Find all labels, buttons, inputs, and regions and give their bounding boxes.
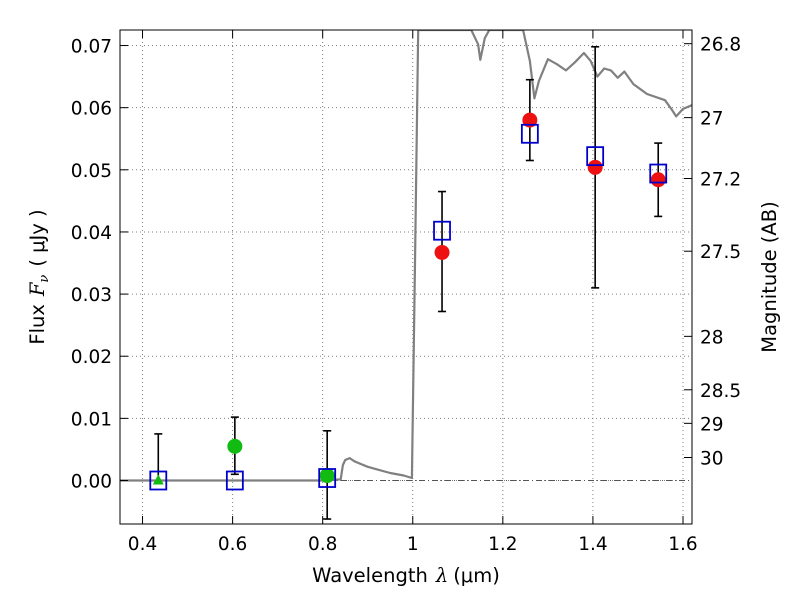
y-tick-label: 0.04 [71, 223, 112, 244]
model-point [649, 163, 668, 184]
y2-tick-label: 30 [700, 449, 724, 470]
y2-tick-label: 28.5 [700, 381, 741, 402]
plot-frame [119, 29, 693, 525]
y2-tick-label: 26.8 [700, 35, 741, 56]
model-point [520, 123, 539, 144]
y-axis-label-unit: ( μJy ) [26, 209, 49, 266]
x-tick-label: 0.4 [128, 534, 157, 555]
y2-axis-label: Magnitude (AB) [758, 201, 781, 352]
x-tick-label: 0.8 [308, 534, 337, 555]
tick-layer [120, 30, 692, 524]
x-tick-label: 1.6 [668, 534, 697, 555]
optical-point [227, 438, 243, 454]
x-tick-label: 1.2 [488, 534, 517, 555]
x-tick-label: 0.6 [218, 534, 247, 555]
x-tick-label: 1.4 [578, 534, 607, 555]
y-tick-label: 0.07 [71, 37, 112, 58]
marker-layer [149, 112, 668, 491]
x-tick-labels: 0.4 0.6 0.8 1 1.2 1.4 1.6 [128, 534, 698, 555]
model-point [318, 468, 337, 488]
y-axis-label-math: F [26, 281, 49, 297]
y-tick-label: 0.05 [71, 161, 112, 182]
y-tick-label: 0.01 [71, 409, 112, 430]
y-tick-label: 0.00 [71, 472, 112, 493]
x-axis-label-text: Wavelength [312, 564, 428, 587]
y2-tick-label: 28 [700, 327, 724, 348]
y2-tick-label: 29 [700, 414, 724, 435]
model-point [149, 470, 168, 491]
detection-point [650, 172, 666, 188]
detection-point [522, 112, 538, 128]
x-axis-label-math: λ [435, 564, 448, 587]
y-tick-label: 0.02 [71, 347, 112, 368]
x-axis-label: Wavelength λ (μm) [312, 564, 500, 587]
y-tick-label: 0.03 [71, 285, 112, 306]
x-tick-label: 1 [407, 534, 419, 555]
optical-limit-marker [152, 474, 164, 485]
y-axis-label: Flux Fν ( μJy ) [26, 209, 52, 344]
y2-tick-labels: 26.8 27 27.2 27.5 28 28.5 29 30 [700, 35, 741, 470]
model-point [433, 220, 451, 241]
model-point [586, 146, 605, 167]
plot-background [120, 30, 692, 524]
detection-point [434, 244, 450, 260]
x-axis-label-unit: (μm) [453, 564, 500, 587]
optical-point [319, 468, 335, 484]
y2-tick-label: 27.5 [700, 242, 741, 263]
y-tick-label: 0.06 [71, 99, 112, 120]
y2-tick-label: 27 [700, 109, 724, 130]
y-axis-label-math-subscript: ν [37, 275, 52, 283]
model-point [225, 470, 244, 491]
y2-tick-label: 27.2 [700, 170, 741, 191]
y-tick-labels: 0.00 0.01 0.02 0.03 0.04 0.05 0.06 0.07 [71, 37, 112, 493]
template-spectrum-layer [120, 30, 692, 482]
detection-point [587, 159, 603, 175]
y-axis-label-text: Flux [26, 304, 49, 345]
template-spectrum-line [120, 30, 692, 482]
